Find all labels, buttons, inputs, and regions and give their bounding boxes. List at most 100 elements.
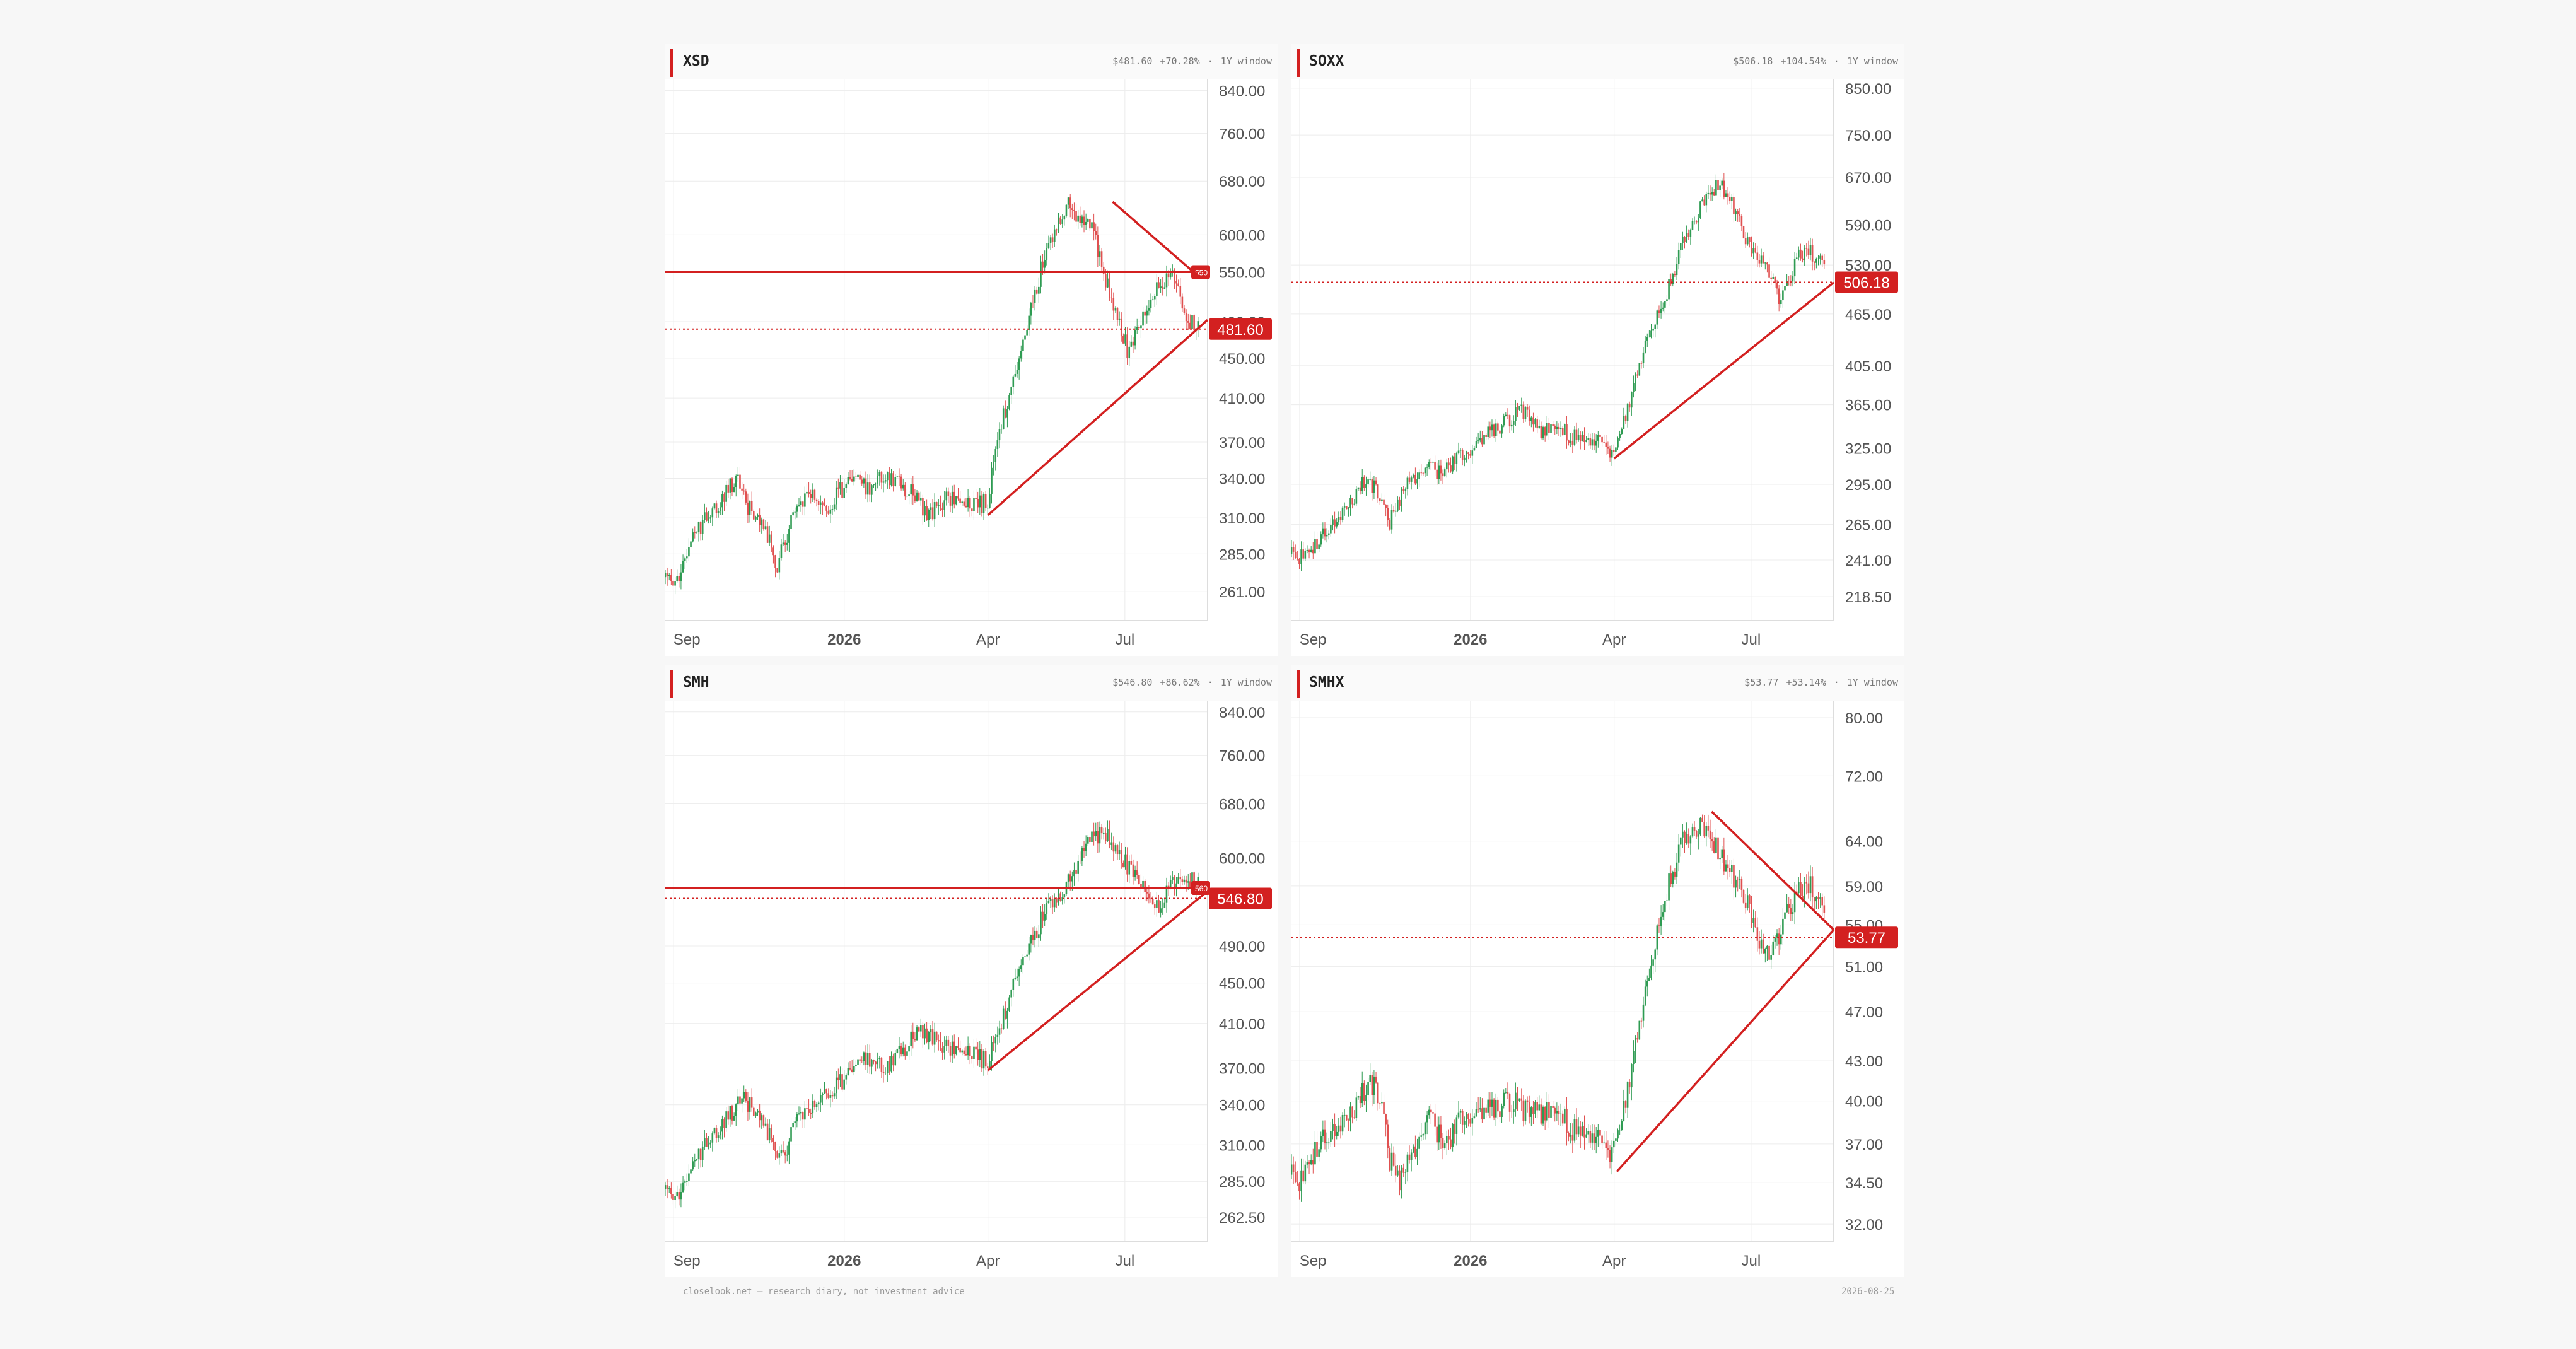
candle-body xyxy=(1044,260,1046,268)
candle-body xyxy=(1105,832,1107,841)
candle-body xyxy=(853,476,855,482)
candle-body xyxy=(1116,845,1119,855)
candle-body xyxy=(926,1028,928,1042)
candle-body xyxy=(741,1098,743,1104)
candle-body xyxy=(1510,424,1513,427)
candle-body xyxy=(1813,261,1815,263)
downtrend-line xyxy=(1711,810,1835,931)
candle-body xyxy=(947,1039,950,1046)
candle-body xyxy=(1300,549,1302,564)
candle-body xyxy=(1185,879,1187,883)
candle-body xyxy=(1733,197,1735,214)
candle-body xyxy=(1758,260,1761,264)
candle-body xyxy=(1709,830,1711,839)
candle-body xyxy=(764,526,767,529)
candlestick-chart-smh[interactable]: 262.50 285.00 310.00 340.00 370.00 410.00 450.… xyxy=(665,701,1278,1277)
candle-body xyxy=(1591,439,1594,446)
y-tick-label: 47.00 xyxy=(1845,1004,1883,1021)
y-tick-label: 840.00 xyxy=(1219,83,1265,100)
candle-body xyxy=(1367,479,1369,484)
candle-body xyxy=(1026,330,1028,336)
candle-body xyxy=(762,519,765,529)
candle-body xyxy=(1780,300,1782,305)
candle-body xyxy=(1593,1133,1595,1143)
candle-body xyxy=(841,1074,843,1090)
candle-body xyxy=(1564,424,1566,435)
candle-body xyxy=(1341,507,1344,520)
candle-body xyxy=(715,1128,718,1138)
candle-body xyxy=(1793,259,1796,277)
candlestick-chart-xsd[interactable]: 261.00 285.00 310.00 340.00 370.00 410.00 450.… xyxy=(665,79,1278,656)
candle-body xyxy=(1686,233,1687,242)
candle-body xyxy=(1067,874,1069,883)
candle-body xyxy=(1193,315,1195,330)
candle-body xyxy=(1815,897,1817,902)
candle-body xyxy=(1662,307,1664,309)
y-tick-label: 370.00 xyxy=(1219,435,1265,452)
candle-body xyxy=(1097,235,1099,257)
candle-body xyxy=(1012,376,1015,387)
y-tick-label: 40.00 xyxy=(1845,1094,1883,1111)
candle-body xyxy=(1585,440,1587,442)
candle-body xyxy=(782,1150,784,1153)
candle-body xyxy=(1461,450,1464,460)
candle-body xyxy=(1790,281,1792,282)
candle-body xyxy=(1394,1165,1397,1176)
candle-body xyxy=(1664,301,1666,308)
candle-body xyxy=(1130,861,1133,865)
candle-body xyxy=(1365,484,1367,488)
candle-body xyxy=(1079,215,1081,223)
candle-body xyxy=(1046,903,1048,914)
candlestick-chart-soxx[interactable]: 218.50 241.00 265.00 295.00 325.00 365.00 405.… xyxy=(1291,79,1904,656)
candle-body xyxy=(1014,373,1017,377)
candle-body xyxy=(849,1068,851,1070)
candle-body xyxy=(1575,429,1578,440)
candle-body xyxy=(1589,1131,1592,1143)
candle-body xyxy=(808,1109,810,1113)
candle-body xyxy=(792,1123,794,1128)
candle-body xyxy=(1389,1148,1391,1171)
candle-body xyxy=(1749,895,1751,904)
candle-body xyxy=(1095,831,1097,837)
candle-body xyxy=(1713,192,1715,196)
candle-body xyxy=(1505,1092,1507,1093)
candle-body xyxy=(1330,525,1332,534)
candle-body xyxy=(1322,1129,1324,1136)
candle-body xyxy=(1823,260,1826,265)
candle-body xyxy=(1570,1134,1571,1137)
candle-body xyxy=(919,1025,922,1032)
y-tick-label: 51.00 xyxy=(1845,959,1883,976)
candle-body xyxy=(1153,296,1156,300)
candle-body xyxy=(1792,912,1794,914)
support-trendline xyxy=(1613,281,1835,460)
candlestick-chart-smhx[interactable]: 32.0034.5037.0040.0043.0047.0051.0055.00… xyxy=(1291,701,1904,1277)
candle-body xyxy=(1179,877,1182,880)
candle-body xyxy=(1559,428,1562,429)
candle-body xyxy=(1006,1010,1008,1019)
change-label: +86.62% xyxy=(1160,677,1200,688)
candle-body xyxy=(981,495,983,513)
candle-body xyxy=(715,503,718,513)
candle-body xyxy=(682,1182,684,1193)
candle-body xyxy=(1487,426,1489,437)
candle-body xyxy=(688,547,690,557)
candle-body xyxy=(1452,1124,1454,1148)
candle-body xyxy=(1005,408,1006,418)
candle-body xyxy=(1348,1120,1349,1121)
candle-body xyxy=(690,1169,692,1174)
candle-body xyxy=(1160,908,1162,913)
separator: · xyxy=(1207,677,1213,688)
candle-body xyxy=(1786,281,1788,286)
candle-body xyxy=(1571,1134,1574,1141)
x-tick-label: Apr xyxy=(1602,1253,1626,1270)
candle-body xyxy=(1174,270,1175,281)
candle-body xyxy=(1058,217,1059,231)
y-tick-label: 680.00 xyxy=(1219,173,1265,190)
candle-body xyxy=(1422,472,1425,474)
candle-body xyxy=(1526,1100,1529,1102)
candle-body xyxy=(896,476,899,477)
candle-body xyxy=(1336,522,1338,527)
candle-body xyxy=(1621,1121,1623,1130)
candle-body xyxy=(1728,868,1731,872)
candle-body xyxy=(1353,503,1356,505)
